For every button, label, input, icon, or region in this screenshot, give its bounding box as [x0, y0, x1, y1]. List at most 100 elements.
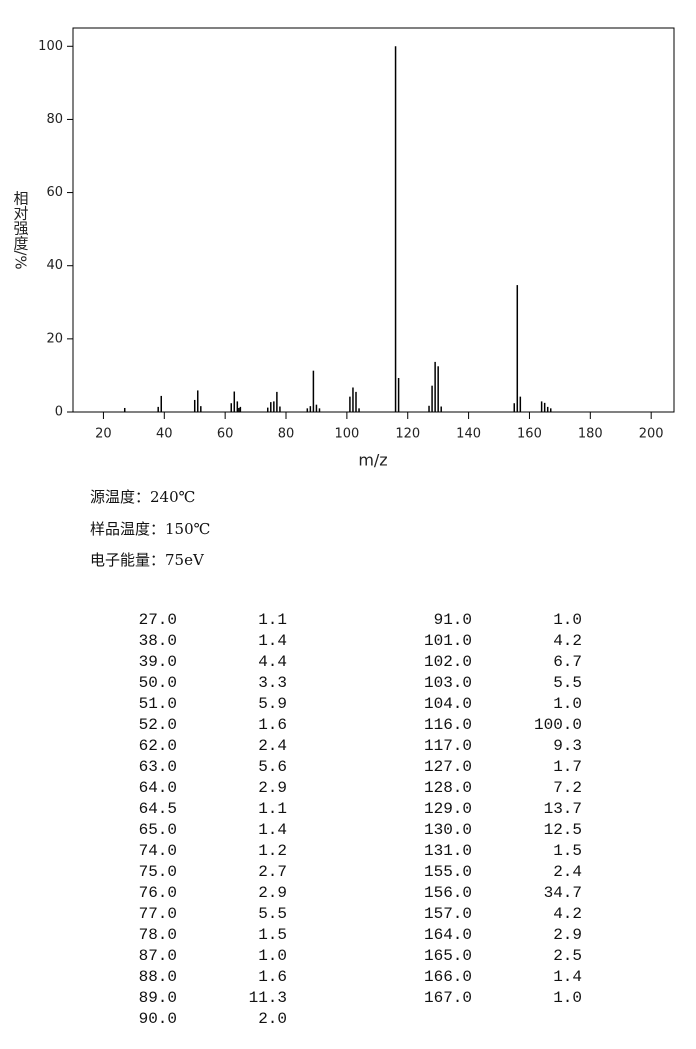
- mz-cell: 91.0: [433, 611, 472, 629]
- x-tick-label: 120: [395, 427, 420, 442]
- y-tick-label: 40: [46, 258, 63, 273]
- intensity-cell: 5.5: [553, 674, 582, 692]
- mz-cell: 167.0: [423, 989, 472, 1007]
- intensity-cell: 1.7: [553, 758, 582, 776]
- mz-cell: 156.0: [423, 884, 472, 902]
- mz-cell: 90.0: [138, 1010, 177, 1028]
- y-tick-label: 0: [55, 405, 63, 420]
- intensity-cell: 34.7: [543, 884, 582, 902]
- mz-cell: 166.0: [423, 968, 472, 986]
- intensity-cell: 2.9: [553, 926, 582, 944]
- intensity-cell: 2.0: [258, 1010, 287, 1028]
- x-tick-label: 40: [156, 427, 173, 442]
- mz-cell: 164.0: [423, 926, 472, 944]
- x-tick-label: 200: [639, 427, 664, 442]
- mz-cell: 74.0: [138, 842, 177, 860]
- intensity-cell: 2.5: [553, 947, 582, 965]
- intensity-cell: 1.1: [258, 800, 287, 818]
- intensity-cell: 1.5: [258, 926, 287, 944]
- intensity-cell: 12.5: [543, 821, 582, 839]
- x-tick-label: 160: [517, 427, 542, 442]
- intensity-cell: 2.4: [553, 863, 582, 881]
- intensity-cell: 2.4: [258, 737, 287, 755]
- x-tick-label: 140: [456, 427, 481, 442]
- mz-cell: 130.0: [423, 821, 472, 839]
- x-tick-label: 60: [217, 427, 234, 442]
- mz-cell: 157.0: [423, 905, 472, 923]
- intensity-cell: 1.0: [553, 611, 582, 629]
- mz-cell: 63.0: [138, 758, 177, 776]
- y-tick-label: 20: [46, 331, 63, 346]
- intensity-cell: 13.7: [543, 800, 582, 818]
- info-line: 电子能量：75eV: [90, 551, 204, 569]
- intensity-cell: 1.0: [258, 947, 287, 965]
- mz-cell: 165.0: [423, 947, 472, 965]
- intensity-cell: 2.7: [258, 863, 287, 881]
- intensity-cell: 100.0: [533, 716, 582, 734]
- mz-cell: 117.0: [423, 737, 472, 755]
- plot-frame: [72, 27, 675, 413]
- intensity-cell: 6.7: [553, 653, 582, 671]
- mz-cell: 76.0: [138, 884, 177, 902]
- intensity-cell: 2.9: [258, 884, 287, 902]
- intensity-cell: 1.6: [258, 968, 287, 986]
- mz-cell: 77.0: [138, 905, 177, 923]
- info-line: 样品温度：150℃: [90, 519, 211, 538]
- mz-cell: 62.0: [138, 737, 177, 755]
- mz-cell: 38.0: [138, 632, 177, 650]
- intensity-cell: 4.4: [258, 653, 287, 671]
- intensity-cell: 1.5: [553, 842, 582, 860]
- mz-cell: 155.0: [423, 863, 472, 881]
- y-tick-label: 80: [46, 112, 63, 127]
- intensity-cell: 5.5: [258, 905, 287, 923]
- mz-cell: 104.0: [423, 695, 472, 713]
- intensity-cell: 5.6: [258, 758, 287, 776]
- intensity-cell: 1.4: [258, 632, 287, 650]
- chart: m/z 相对强度/% 0 20 40 60 80 100 20 40 60 80 100 120 140…: [12, 27, 675, 470]
- intensity-cell: 3.3: [258, 674, 287, 692]
- mz-cell: 88.0: [138, 968, 177, 986]
- mz-cell: 116.0: [423, 716, 472, 734]
- x-tick-label: 100: [334, 427, 359, 442]
- y-tick-label: 60: [46, 185, 63, 200]
- intensity-cell: 1.1: [258, 611, 287, 629]
- intensity-cell: 7.2: [553, 779, 582, 797]
- mz-cell: 65.0: [138, 821, 177, 839]
- intensity-cell: 1.4: [553, 968, 582, 986]
- x-axis-label: m/z: [358, 451, 387, 470]
- intensity-cell: 2.9: [258, 779, 287, 797]
- intensity-cell: 1.0: [553, 695, 582, 713]
- intensity-cell: 1.2: [258, 842, 287, 860]
- intensity-cell: 5.9: [258, 695, 287, 713]
- mz-cell: 103.0: [423, 674, 472, 692]
- mz-cell: 87.0: [138, 947, 177, 965]
- mz-cell: 127.0: [423, 758, 472, 776]
- mz-cell: 51.0: [138, 695, 177, 713]
- intensity-cell: 9.3: [553, 737, 582, 755]
- mz-cell: 102.0: [423, 653, 472, 671]
- intensity-cell: 11.3: [248, 989, 287, 1007]
- mz-cell: 27.0: [138, 611, 177, 629]
- mz-cell: 52.0: [138, 716, 177, 734]
- mz-cell: 75.0: [138, 863, 177, 881]
- mz-cell: 50.0: [138, 674, 177, 692]
- y-tick-label: 100: [38, 39, 63, 54]
- mz-cell: 128.0: [423, 779, 472, 797]
- x-tick-label: 20: [95, 427, 112, 442]
- x-tick-label: 80: [278, 427, 295, 442]
- y-axis-label: 相对强度/%: [12, 190, 30, 269]
- mz-cell: 78.0: [138, 926, 177, 944]
- intensity-cell: 1.4: [258, 821, 287, 839]
- intensity-cell: 4.2: [553, 632, 582, 650]
- mz-cell: 64.0: [138, 779, 177, 797]
- mz-cell: 101.0: [423, 632, 472, 650]
- intensity-cell: 4.2: [553, 905, 582, 923]
- mz-cell: 64.5: [138, 800, 177, 818]
- mz-cell: 89.0: [138, 989, 177, 1007]
- info-line: 源温度：240℃: [90, 488, 196, 506]
- mz-cell: 131.0: [423, 842, 472, 860]
- intensity-cell: 1.0: [553, 989, 582, 1007]
- mz-cell: 39.0: [138, 653, 177, 671]
- mz-cell: 129.0: [423, 800, 472, 818]
